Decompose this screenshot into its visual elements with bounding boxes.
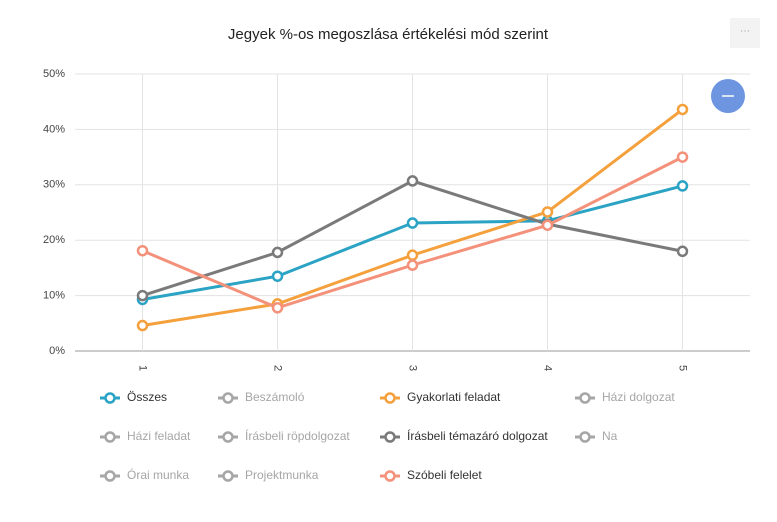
data-point xyxy=(136,289,149,302)
x-tick-label: 4 xyxy=(542,365,554,371)
legend-item[interactable]: Házi feladat xyxy=(100,429,191,443)
legend-label: Írásbeli röpdolgozat xyxy=(245,428,350,443)
x-tick-label: 1 xyxy=(137,365,149,371)
y-tick-label: 20% xyxy=(43,234,65,246)
legend-marker xyxy=(104,431,116,443)
data-point xyxy=(271,270,284,282)
x-tick-label: 3 xyxy=(407,365,419,371)
data-point xyxy=(676,103,689,116)
data-point xyxy=(676,180,689,192)
y-tick-label: 0% xyxy=(49,345,65,357)
legend-item[interactable]: Írásbeli röpdolgozat xyxy=(218,428,350,443)
data-point xyxy=(406,175,419,187)
legend-marker xyxy=(384,470,396,482)
data-point xyxy=(406,259,419,271)
x-tick-label: 5 xyxy=(677,365,689,371)
legend-label: Na xyxy=(602,429,618,443)
legend-item[interactable]: Összes xyxy=(100,390,167,404)
legend-label: Beszámoló xyxy=(245,390,305,404)
legend-marker xyxy=(104,470,116,482)
data-point xyxy=(676,151,689,163)
legend-label: Írásbeli témazáró dolgozat xyxy=(407,428,548,443)
legend-item[interactable]: Projektmunka xyxy=(218,468,319,482)
legend-item[interactable]: Házi dolgozat xyxy=(575,390,675,404)
data-point xyxy=(271,246,284,259)
legend-marker xyxy=(384,431,396,443)
chart-title: Jegyek %-os megoszlása értékelési mód sz… xyxy=(228,26,549,43)
data-point xyxy=(136,319,149,332)
data-point xyxy=(541,219,554,231)
y-tick-label: 40% xyxy=(43,123,65,135)
legend-item[interactable]: Órai munka xyxy=(100,467,189,482)
data-point xyxy=(271,302,284,314)
legend-label: Órai munka xyxy=(127,467,189,482)
legend-item[interactable]: Írásbeli témazáró dolgozat xyxy=(380,428,548,443)
data-point xyxy=(136,244,149,257)
legend-label: Házi feladat xyxy=(127,429,191,443)
legend-item[interactable]: Szóbeli felelet xyxy=(380,468,482,482)
data-point xyxy=(541,206,554,218)
data-point xyxy=(406,217,419,229)
legend-label: Gyakorlati feladat xyxy=(407,390,501,404)
menu-button[interactable] xyxy=(730,18,760,48)
y-tick-label: 50% xyxy=(43,68,65,80)
legend-label: Projektmunka xyxy=(245,468,319,482)
data-point xyxy=(676,245,689,258)
legend-item[interactable]: Na xyxy=(575,429,618,443)
legend-marker xyxy=(579,431,591,443)
y-tick-label: 10% xyxy=(43,290,65,302)
legend-marker xyxy=(222,470,234,482)
legend-label: Szóbeli felelet xyxy=(407,468,482,482)
legend-label: Házi dolgozat xyxy=(602,390,675,404)
legend-marker xyxy=(384,392,396,404)
legend-item[interactable]: Gyakorlati feladat xyxy=(380,390,501,404)
legend-marker xyxy=(104,392,116,404)
legend-marker xyxy=(579,392,591,404)
legend-item[interactable]: Beszámoló xyxy=(218,390,305,404)
y-tick-label: 30% xyxy=(43,179,65,191)
legend-marker xyxy=(222,431,234,443)
legend-marker xyxy=(222,392,234,404)
menu-icon: ··· xyxy=(740,26,750,37)
data-point xyxy=(406,249,419,261)
legend-label: Összes xyxy=(127,390,167,404)
x-tick-label: 2 xyxy=(272,365,284,371)
